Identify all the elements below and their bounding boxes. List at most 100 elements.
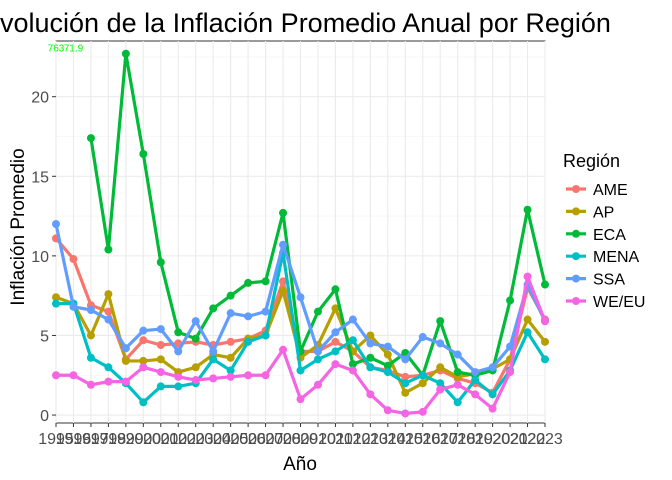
data-point-mena xyxy=(226,366,235,375)
data-point-eca xyxy=(523,205,532,214)
x-tick-label: 2004 xyxy=(195,431,231,448)
x-tick-label: 1998 xyxy=(91,431,127,448)
x-tick-label: 2020 xyxy=(475,431,511,448)
data-point-we-eu xyxy=(279,345,288,354)
data-point-ap xyxy=(541,337,549,346)
legend-key-point-ame xyxy=(572,185,580,193)
data-point-mena xyxy=(348,336,357,345)
x-tick-label: 1999 xyxy=(108,431,144,448)
data-point-mena xyxy=(52,299,60,308)
data-point-mena xyxy=(174,382,183,391)
x-tick-label: 2009 xyxy=(283,431,319,448)
data-point-ssa xyxy=(139,326,148,335)
x-tick-label: 2023 xyxy=(527,431,563,448)
data-point-mena xyxy=(488,390,497,399)
data-point-we-eu xyxy=(261,371,270,380)
data-point-ssa xyxy=(86,305,95,314)
data-point-we-eu xyxy=(313,380,322,389)
data-point-ap xyxy=(366,331,375,340)
legend-key-point-we-eu xyxy=(572,297,580,305)
data-point-we-eu xyxy=(506,368,515,377)
data-point-eca xyxy=(226,291,235,300)
data-point-ame xyxy=(226,337,235,346)
series-mena xyxy=(52,248,549,407)
data-point-ap xyxy=(139,356,148,365)
data-point-eca xyxy=(174,328,183,337)
x-tick-label: 1996 xyxy=(56,431,92,448)
data-point-ssa xyxy=(383,342,392,351)
data-point-mena xyxy=(244,337,253,346)
data-point-ap xyxy=(86,331,95,340)
x-tick-label: 2022 xyxy=(510,431,546,448)
data-point-ssa xyxy=(331,328,340,337)
y-axis-title: Inflación Promedio xyxy=(8,148,29,305)
x-tick-label: 2018 xyxy=(440,431,476,448)
data-point-ssa xyxy=(209,347,218,356)
x-tick-label: 2007 xyxy=(248,431,284,448)
data-point-ame xyxy=(139,336,148,345)
data-point-ssa xyxy=(104,315,113,324)
x-tick-label: 2006 xyxy=(230,431,266,448)
data-point-ssa xyxy=(69,302,78,311)
y-tick-label: 15 xyxy=(31,169,49,186)
x-tick-label: 2014 xyxy=(370,431,406,448)
data-point-mena xyxy=(139,398,148,407)
data-point-we-eu xyxy=(121,377,130,386)
data-point-ame xyxy=(69,255,78,264)
legend: Región AME AP ECA MENA SSA WE/EU xyxy=(563,151,645,311)
data-point-ap xyxy=(156,355,165,364)
data-point-we-eu xyxy=(174,372,183,381)
x-tick-label: 1995 xyxy=(38,431,74,448)
data-point-mena xyxy=(401,379,410,388)
legend-key-point-ssa xyxy=(572,274,580,283)
data-point-ap xyxy=(121,356,130,365)
legend-label-mena: MENA xyxy=(593,249,640,266)
annotation-label: 71.9 xyxy=(64,43,84,54)
data-point-we-eu xyxy=(488,404,497,413)
data-point-mena xyxy=(383,368,392,377)
legend-label-ame: AME xyxy=(593,182,628,199)
x-tick-label: 2003 xyxy=(178,431,214,448)
data-point-ssa xyxy=(436,339,445,348)
data-point-ap xyxy=(523,315,532,324)
data-point-ame xyxy=(331,337,340,346)
annotations: 763 71.9 xyxy=(48,43,84,54)
data-point-eca xyxy=(279,208,288,217)
x-axis-title: Año xyxy=(283,454,317,475)
legend-label-eca: ECA xyxy=(593,227,626,244)
data-point-ssa xyxy=(348,315,357,324)
x-tick-label: 2000 xyxy=(126,431,162,448)
data-point-ap xyxy=(383,350,392,359)
y-tick-label: 10 xyxy=(31,249,49,266)
data-point-we-eu xyxy=(436,385,445,394)
data-point-mena xyxy=(453,398,462,407)
data-point-ssa xyxy=(279,240,288,249)
series-ssa xyxy=(52,220,549,377)
data-point-ame xyxy=(401,372,410,381)
data-point-we-eu xyxy=(139,363,148,372)
data-point-ap xyxy=(436,363,445,372)
annotation-label: 763 xyxy=(48,43,65,54)
data-point-ssa xyxy=(313,347,322,356)
y-tick-label: 5 xyxy=(40,328,49,345)
data-point-we-eu xyxy=(331,360,340,369)
data-point-ame xyxy=(156,341,165,350)
data-point-mena xyxy=(86,353,95,362)
data-point-eca xyxy=(244,278,253,287)
x-tick-label: 2001 xyxy=(143,431,179,448)
x-tick-label: 2010 xyxy=(300,431,336,448)
data-point-we-eu xyxy=(86,380,95,389)
legend-key-point-ap xyxy=(572,207,580,216)
chart-title: volución de la Inflación Promedio Anual … xyxy=(0,8,611,38)
data-point-ssa xyxy=(226,309,235,318)
data-point-ssa xyxy=(121,344,130,353)
legend-label-ssa: SSA xyxy=(593,272,625,289)
data-point-we-eu xyxy=(296,395,305,404)
data-point-ssa xyxy=(506,342,515,351)
data-point-mena xyxy=(418,371,427,380)
data-point-eca xyxy=(121,49,130,58)
legend-label-ap: AP xyxy=(593,204,614,221)
x-tick-label: 2013 xyxy=(353,431,389,448)
data-point-ssa xyxy=(52,220,60,229)
